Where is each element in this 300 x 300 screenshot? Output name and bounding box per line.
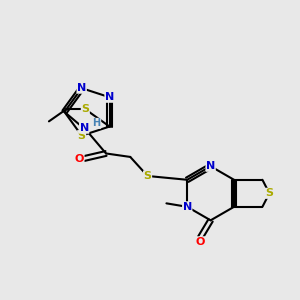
Text: N: N — [206, 161, 215, 171]
Text: O: O — [75, 154, 84, 164]
Text: S: S — [81, 104, 89, 114]
Text: N: N — [105, 92, 114, 102]
Text: S: S — [144, 171, 152, 181]
Text: H: H — [93, 118, 101, 128]
Text: S: S — [266, 188, 273, 198]
Text: N: N — [183, 202, 192, 212]
Text: O: O — [196, 237, 205, 247]
Text: N: N — [77, 83, 86, 93]
Text: S: S — [78, 130, 86, 141]
Text: N: N — [80, 123, 89, 133]
